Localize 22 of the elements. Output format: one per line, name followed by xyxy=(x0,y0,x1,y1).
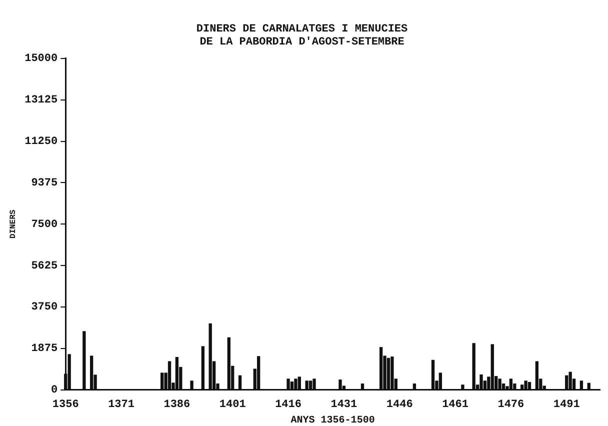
y-tick-label: 9375 xyxy=(31,177,58,190)
x-tick-label: 1431 xyxy=(330,399,358,412)
y-tick-label: 5625 xyxy=(31,260,58,272)
y-tick-label: 0 xyxy=(50,384,58,397)
x-axis-title: ANYS 1356-1500 xyxy=(290,416,375,426)
x-tick-label: 1476 xyxy=(498,399,524,412)
y-axis-title: DINERS xyxy=(8,210,18,239)
x-tick-label: 1356 xyxy=(52,399,79,412)
y-tick-label: 3750 xyxy=(31,302,58,314)
x-tick-label: 1461 xyxy=(442,399,469,412)
chart-title: DINERS DE CARNALATGES I MENUCIES DE LA PABORDIA D'AGOST-SETEMBRE xyxy=(196,23,408,49)
y-tick-label: 11250 xyxy=(24,136,58,148)
y-tick-label: 7500 xyxy=(31,218,58,231)
x-tick-label: 1446 xyxy=(386,399,413,412)
x-tick-label: 1371 xyxy=(108,399,135,412)
x-tick-label: 1401 xyxy=(219,399,246,412)
x-tick-label: 1416 xyxy=(275,399,302,412)
y-tick-label: 1875 xyxy=(31,343,58,356)
x-tick-label: 1386 xyxy=(164,399,190,412)
y-tick-label: 13125 xyxy=(24,94,58,107)
x-tick-label: 1491 xyxy=(553,399,580,412)
y-tick-label: 15000 xyxy=(24,53,58,66)
